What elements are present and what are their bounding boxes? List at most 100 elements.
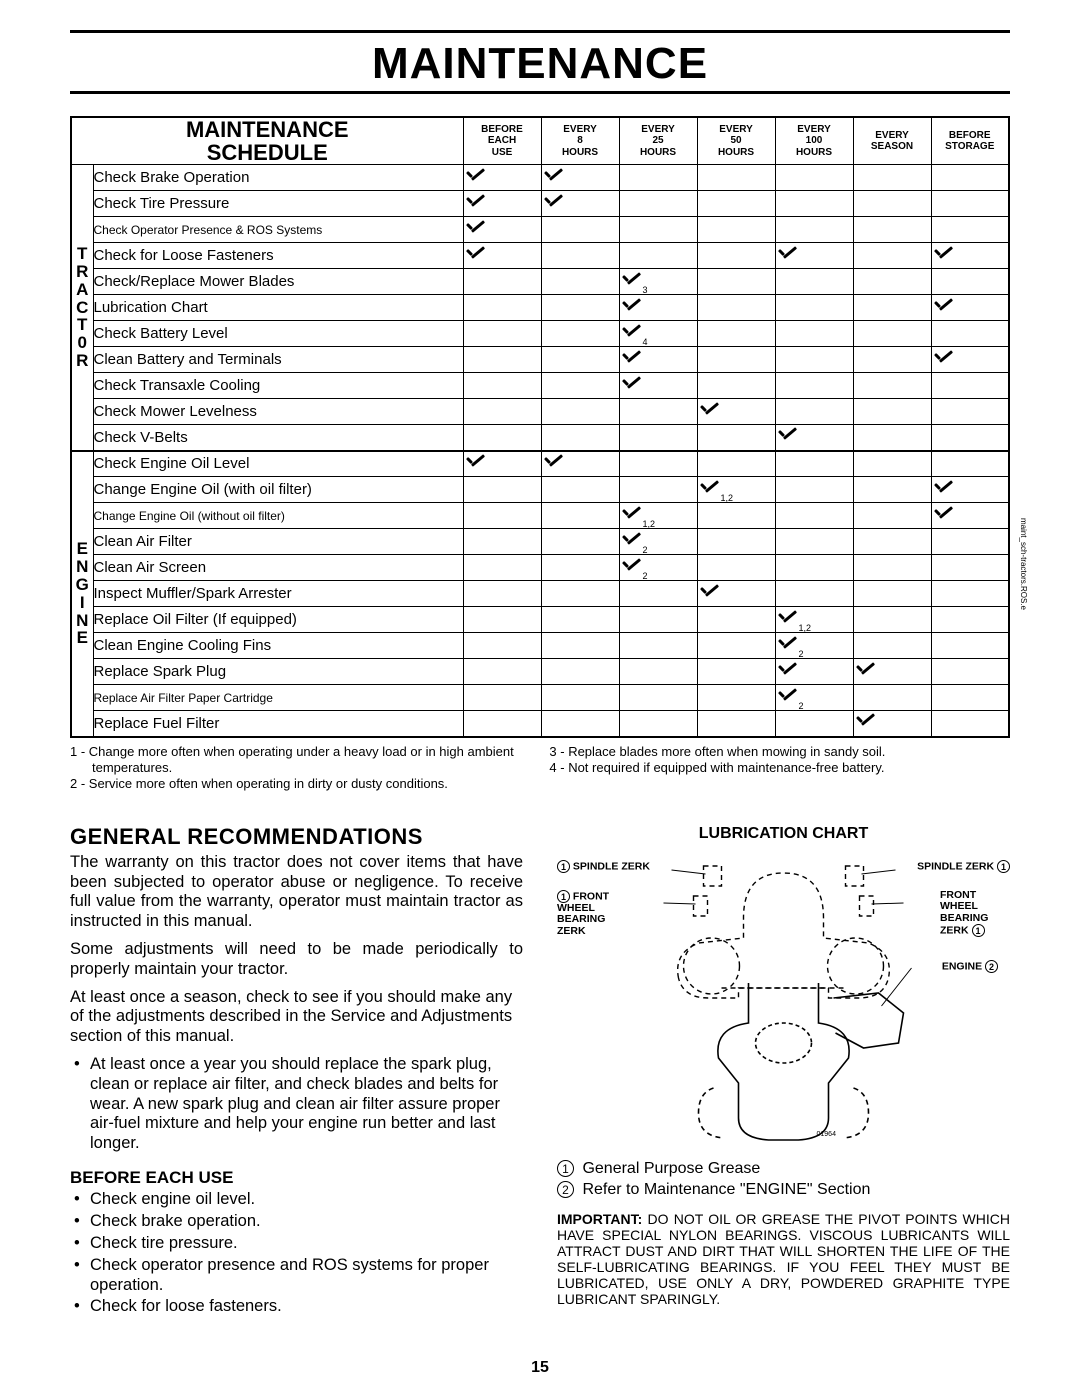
mark-cell: 2 xyxy=(775,633,853,659)
mark-cell xyxy=(697,503,775,529)
mark-cell xyxy=(463,685,541,711)
mark-cell xyxy=(931,243,1009,269)
footnote: 2 - Service more often when operating in… xyxy=(70,776,531,792)
lab-spindle-r: SPINDLE ZERK xyxy=(917,860,994,872)
lubrication-diagram: 01964 1 SPINDLE ZERK SPINDLE ZERK 1 1 FR… xyxy=(557,848,1010,1148)
check-icon xyxy=(776,426,798,444)
mark-cell xyxy=(931,191,1009,217)
mark-cell xyxy=(541,529,619,555)
mark-cell xyxy=(931,425,1009,451)
mark-cell xyxy=(697,243,775,269)
task-cell: Check for Loose Fasteners xyxy=(93,243,463,269)
mark-cell xyxy=(853,477,931,503)
mark-cell: 2 xyxy=(619,555,697,581)
task-cell: Check Brake Operation xyxy=(93,165,463,191)
mark-cell: 1,2 xyxy=(697,477,775,503)
mark-cell xyxy=(853,373,931,399)
mark-cell xyxy=(463,451,541,477)
mark-cell xyxy=(775,451,853,477)
task-cell: Check Tire Pressure xyxy=(93,191,463,217)
lubrication-legend: 1 General Purpose Grease 2 Refer to Main… xyxy=(557,1158,1010,1201)
mark-cell xyxy=(853,451,931,477)
mark-cell xyxy=(541,295,619,321)
mark-cell xyxy=(463,659,541,685)
mark-cell xyxy=(931,373,1009,399)
mark-cell xyxy=(931,347,1009,373)
mark-cell xyxy=(697,269,775,295)
mark-cell xyxy=(541,685,619,711)
mark-cell xyxy=(931,399,1009,425)
mark-cell xyxy=(931,269,1009,295)
mark-cell xyxy=(541,321,619,347)
mark-cell xyxy=(775,373,853,399)
mark-cell xyxy=(853,321,931,347)
mark-cell xyxy=(697,295,775,321)
mark-cell xyxy=(697,711,775,737)
task-cell: Replace Fuel Filter xyxy=(93,711,463,737)
mark-cell xyxy=(463,477,541,503)
mark-cell xyxy=(619,685,697,711)
mark-cell xyxy=(853,607,931,633)
mark-cell xyxy=(775,711,853,737)
mark-cell xyxy=(463,165,541,191)
mark-cell xyxy=(541,659,619,685)
task-cell: Replace Spark Plug xyxy=(93,659,463,685)
check-icon xyxy=(464,453,486,471)
mark-cell xyxy=(619,477,697,503)
check-icon xyxy=(854,661,876,679)
task-cell: Check Battery Level xyxy=(93,321,463,347)
before-use-item: Check for loose fasteners. xyxy=(90,1297,523,1317)
col-header: EVERY8HOURS xyxy=(541,117,619,165)
mark-cell xyxy=(775,529,853,555)
mark-cell xyxy=(931,451,1009,477)
schedule-table-wrap: MAINTENANCESCHEDULEBEFOREEACHUSEEVERY8HO… xyxy=(70,116,1010,738)
task-cell: Check Operator Presence & ROS Systems xyxy=(93,217,463,243)
mark-cell: 3 xyxy=(619,269,697,295)
mark-cell xyxy=(931,529,1009,555)
mark-cell xyxy=(541,373,619,399)
mark-cell xyxy=(697,685,775,711)
lubrication-heading: LUBRICATION CHART xyxy=(557,824,1010,843)
check-icon xyxy=(464,167,486,185)
mark-cell: 2 xyxy=(619,529,697,555)
mark-cell xyxy=(463,243,541,269)
check-icon xyxy=(932,479,954,497)
mark-cell xyxy=(697,217,775,243)
mark-cell xyxy=(541,243,619,269)
mark-cell xyxy=(541,581,619,607)
check-icon xyxy=(542,453,564,471)
mark-cell xyxy=(853,659,931,685)
mark-cell xyxy=(931,165,1009,191)
mark-cell xyxy=(775,191,853,217)
mark-cell xyxy=(931,607,1009,633)
check-icon xyxy=(698,479,720,497)
mark-cell xyxy=(541,503,619,529)
before-use-heading: BEFORE EACH USE xyxy=(70,1168,523,1188)
mark-cell xyxy=(853,685,931,711)
mark-cell xyxy=(697,451,775,477)
mark-cell xyxy=(775,555,853,581)
general-p2: Some adjustments will need to be made pe… xyxy=(70,940,523,980)
check-icon xyxy=(620,271,642,289)
task-cell: Change Engine Oil (with oil filter) xyxy=(93,477,463,503)
mark-cell xyxy=(619,347,697,373)
mark-cell xyxy=(541,165,619,191)
check-icon xyxy=(464,245,486,263)
check-icon xyxy=(464,193,486,211)
general-p3: At least once a season, check to see if … xyxy=(70,988,523,1047)
page-number: 15 xyxy=(0,1359,1080,1377)
mark-cell xyxy=(697,581,775,607)
mark-cell xyxy=(619,659,697,685)
mark-cell xyxy=(931,217,1009,243)
section-label: TRACT0R xyxy=(71,165,93,451)
mark-cell: 1,2 xyxy=(619,503,697,529)
mark-cell xyxy=(775,243,853,269)
mark-cell xyxy=(853,243,931,269)
mark-cell xyxy=(541,633,619,659)
mark-cell xyxy=(931,503,1009,529)
mark-cell xyxy=(619,373,697,399)
task-cell: Lubrication Chart xyxy=(93,295,463,321)
mark-cell xyxy=(853,633,931,659)
task-cell: Check Mower Levelness xyxy=(93,399,463,425)
task-cell: Replace Oil Filter (If equipped) xyxy=(93,607,463,633)
